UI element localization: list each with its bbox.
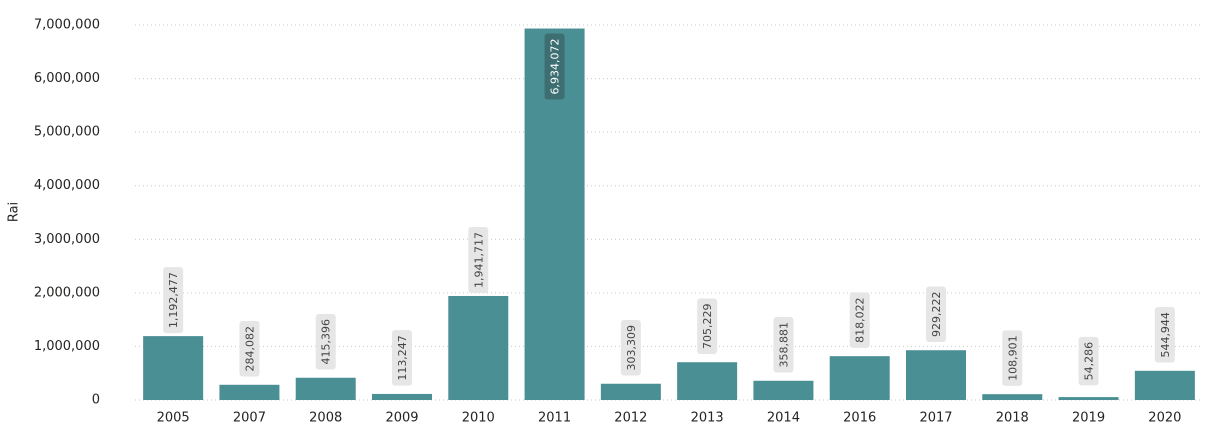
value-label: 1,941,717 [468,226,489,293]
value-label-text: 113,247 [396,335,409,381]
y-axis-title: Rai [7,202,22,222]
value-label-box [544,33,565,100]
value-label-text: 54,286 [1083,342,1096,381]
bar [753,380,814,400]
y-tick-label: 4,000,000 [34,178,100,193]
bar [372,393,432,400]
value-label: 818,022 [849,292,870,348]
value-label-box [239,321,260,377]
value-label: 108,901 [1002,330,1023,386]
value-label-box [163,267,184,334]
x-tick-label: 2005 [157,411,190,426]
value-label-box [849,292,870,348]
value-label-text: 1,941,717 [472,232,485,288]
value-label-box [1002,330,1023,386]
x-tick-label: 2013 [691,411,724,426]
value-label-box [1154,307,1175,363]
value-label-text: 818,022 [854,297,867,343]
y-tick-label: 6,000,000 [34,71,100,86]
value-label: 358,881 [773,317,794,373]
y-tick-label: 3,000,000 [34,232,100,247]
value-label-box [620,320,641,376]
bar [677,362,738,400]
value-label-box [773,317,794,373]
x-tick-label: 2012 [614,411,647,426]
value-label-box [697,298,718,354]
bar [143,336,204,400]
value-label: 705,229 [697,298,718,354]
bar [906,350,966,400]
x-tick-label: 2019 [1072,411,1105,426]
value-label: 415,396 [315,313,336,370]
value-label-box [468,226,489,293]
x-tick-label: 2011 [538,411,571,426]
value-label-text: 929,222 [930,291,943,337]
bar [1134,370,1195,400]
value-label-text: 415,396 [320,319,333,365]
x-tick-label: 2020 [1148,411,1181,426]
x-tick-label: 2016 [843,411,876,426]
value-label-box [315,313,336,370]
x-tick-label: 2010 [462,411,495,426]
bar [982,394,1043,400]
value-label-box [1078,336,1099,386]
x-tick-label: 2018 [996,411,1029,426]
value-label: 544,944 [1154,307,1175,363]
y-tick-label: 5,000,000 [34,125,100,140]
y-tick-label: 7,000,000 [34,18,100,33]
value-label-text: 358,881 [777,322,790,368]
value-label-text: 705,229 [701,303,714,349]
bar [829,356,890,400]
bar [600,383,661,400]
bar [1058,397,1119,400]
x-tick-label: 2017 [919,411,952,426]
value-label-text: 544,944 [1159,312,1172,358]
value-label: 284,082 [239,321,260,377]
value-label-text: 1,192,477 [167,272,180,328]
value-label: 929,222 [926,286,946,342]
y-tick-label: 2,000,000 [34,285,100,300]
value-label: 303,309 [620,320,641,376]
value-label-box [392,330,412,386]
x-tick-label: 2014 [767,411,800,426]
value-label: 1,192,477 [163,267,184,334]
y-tick-label: 1,000,000 [34,339,100,354]
value-label: 6,934,072 [544,33,565,100]
value-label-text: 108,901 [1006,335,1019,381]
bar [448,295,509,400]
value-label: 113,247 [392,330,412,386]
x-tick-label: 2008 [309,411,342,426]
x-tick-label: 2007 [233,411,266,426]
bar [295,377,356,400]
y-tick-label: 0 [92,393,100,408]
value-label-box [926,286,946,342]
bar [219,384,280,400]
value-label-text: 6,934,072 [549,39,562,95]
value-label-text: 284,082 [243,326,256,372]
x-tick-label: 2009 [385,411,418,426]
value-label-text: 303,309 [625,325,638,371]
value-label: 54,286 [1078,336,1099,386]
